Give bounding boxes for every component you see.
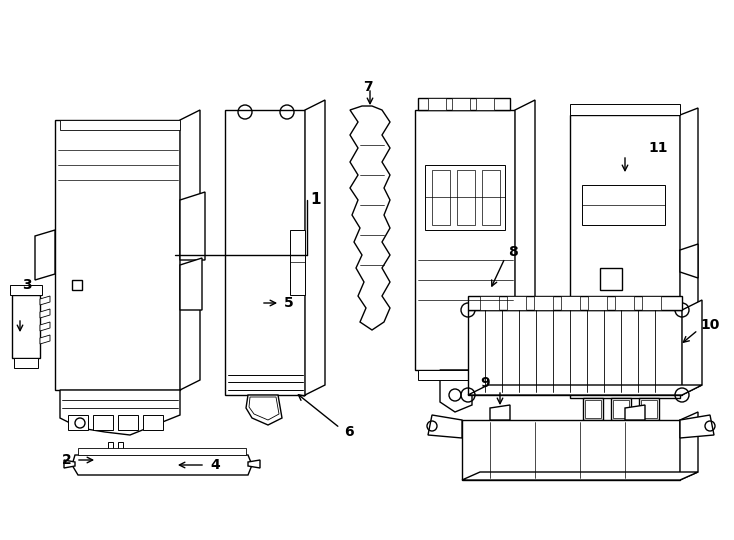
Polygon shape — [93, 415, 113, 430]
Polygon shape — [35, 230, 55, 280]
Polygon shape — [480, 296, 499, 310]
Polygon shape — [570, 360, 680, 398]
Polygon shape — [680, 412, 698, 480]
Polygon shape — [418, 98, 510, 110]
Polygon shape — [611, 398, 631, 420]
Polygon shape — [680, 244, 698, 278]
Polygon shape — [118, 442, 123, 450]
Polygon shape — [642, 296, 661, 310]
Polygon shape — [490, 405, 510, 420]
Text: 6: 6 — [344, 425, 354, 439]
Polygon shape — [570, 115, 680, 360]
Text: 8: 8 — [508, 245, 517, 259]
Polygon shape — [680, 415, 714, 438]
Polygon shape — [238, 295, 262, 312]
Bar — [72, 280, 82, 290]
Polygon shape — [462, 420, 680, 480]
Polygon shape — [143, 415, 163, 430]
Polygon shape — [570, 104, 680, 115]
Polygon shape — [515, 100, 535, 370]
Polygon shape — [12, 295, 40, 358]
Polygon shape — [60, 390, 180, 435]
Polygon shape — [583, 398, 603, 420]
Polygon shape — [180, 110, 200, 390]
Text: 2: 2 — [62, 453, 72, 467]
Polygon shape — [507, 296, 526, 310]
Polygon shape — [639, 398, 659, 420]
Text: 4: 4 — [210, 458, 219, 472]
Text: 11: 11 — [648, 141, 667, 155]
Polygon shape — [680, 108, 698, 360]
Text: 9: 9 — [480, 376, 490, 390]
Text: 1: 1 — [310, 192, 321, 207]
Polygon shape — [476, 98, 494, 110]
Polygon shape — [561, 296, 580, 310]
Polygon shape — [418, 370, 512, 380]
Polygon shape — [534, 296, 553, 310]
Polygon shape — [462, 472, 698, 480]
Polygon shape — [60, 120, 180, 130]
Polygon shape — [440, 370, 472, 412]
Polygon shape — [415, 110, 515, 370]
Polygon shape — [180, 192, 205, 260]
Polygon shape — [615, 296, 634, 310]
Polygon shape — [682, 300, 702, 395]
Polygon shape — [428, 415, 462, 438]
Polygon shape — [452, 98, 470, 110]
Polygon shape — [40, 335, 50, 344]
Text: 3: 3 — [22, 278, 32, 292]
Polygon shape — [482, 170, 500, 225]
Polygon shape — [180, 258, 202, 310]
Text: 10: 10 — [700, 318, 719, 332]
Polygon shape — [432, 170, 450, 225]
Text: 5: 5 — [284, 296, 294, 310]
Polygon shape — [40, 296, 50, 305]
Polygon shape — [428, 98, 446, 110]
Polygon shape — [64, 460, 75, 468]
Polygon shape — [40, 322, 50, 331]
Bar — [600, 268, 622, 290]
Polygon shape — [305, 100, 325, 395]
Polygon shape — [290, 230, 305, 295]
Polygon shape — [582, 185, 665, 225]
Polygon shape — [588, 296, 607, 310]
Polygon shape — [68, 415, 88, 430]
Polygon shape — [14, 358, 38, 368]
Polygon shape — [97, 450, 133, 470]
Text: 7: 7 — [363, 80, 373, 94]
Polygon shape — [10, 285, 42, 295]
Polygon shape — [118, 415, 138, 430]
Polygon shape — [468, 296, 682, 310]
Polygon shape — [625, 405, 645, 420]
Polygon shape — [55, 120, 180, 390]
Polygon shape — [225, 110, 305, 395]
Polygon shape — [246, 395, 282, 425]
Polygon shape — [468, 385, 702, 395]
Polygon shape — [108, 442, 113, 450]
Polygon shape — [72, 455, 252, 475]
Polygon shape — [248, 460, 260, 468]
Polygon shape — [350, 106, 390, 330]
Polygon shape — [468, 310, 682, 395]
Polygon shape — [78, 448, 246, 455]
Polygon shape — [457, 170, 475, 225]
Polygon shape — [40, 309, 50, 318]
Polygon shape — [425, 165, 505, 230]
